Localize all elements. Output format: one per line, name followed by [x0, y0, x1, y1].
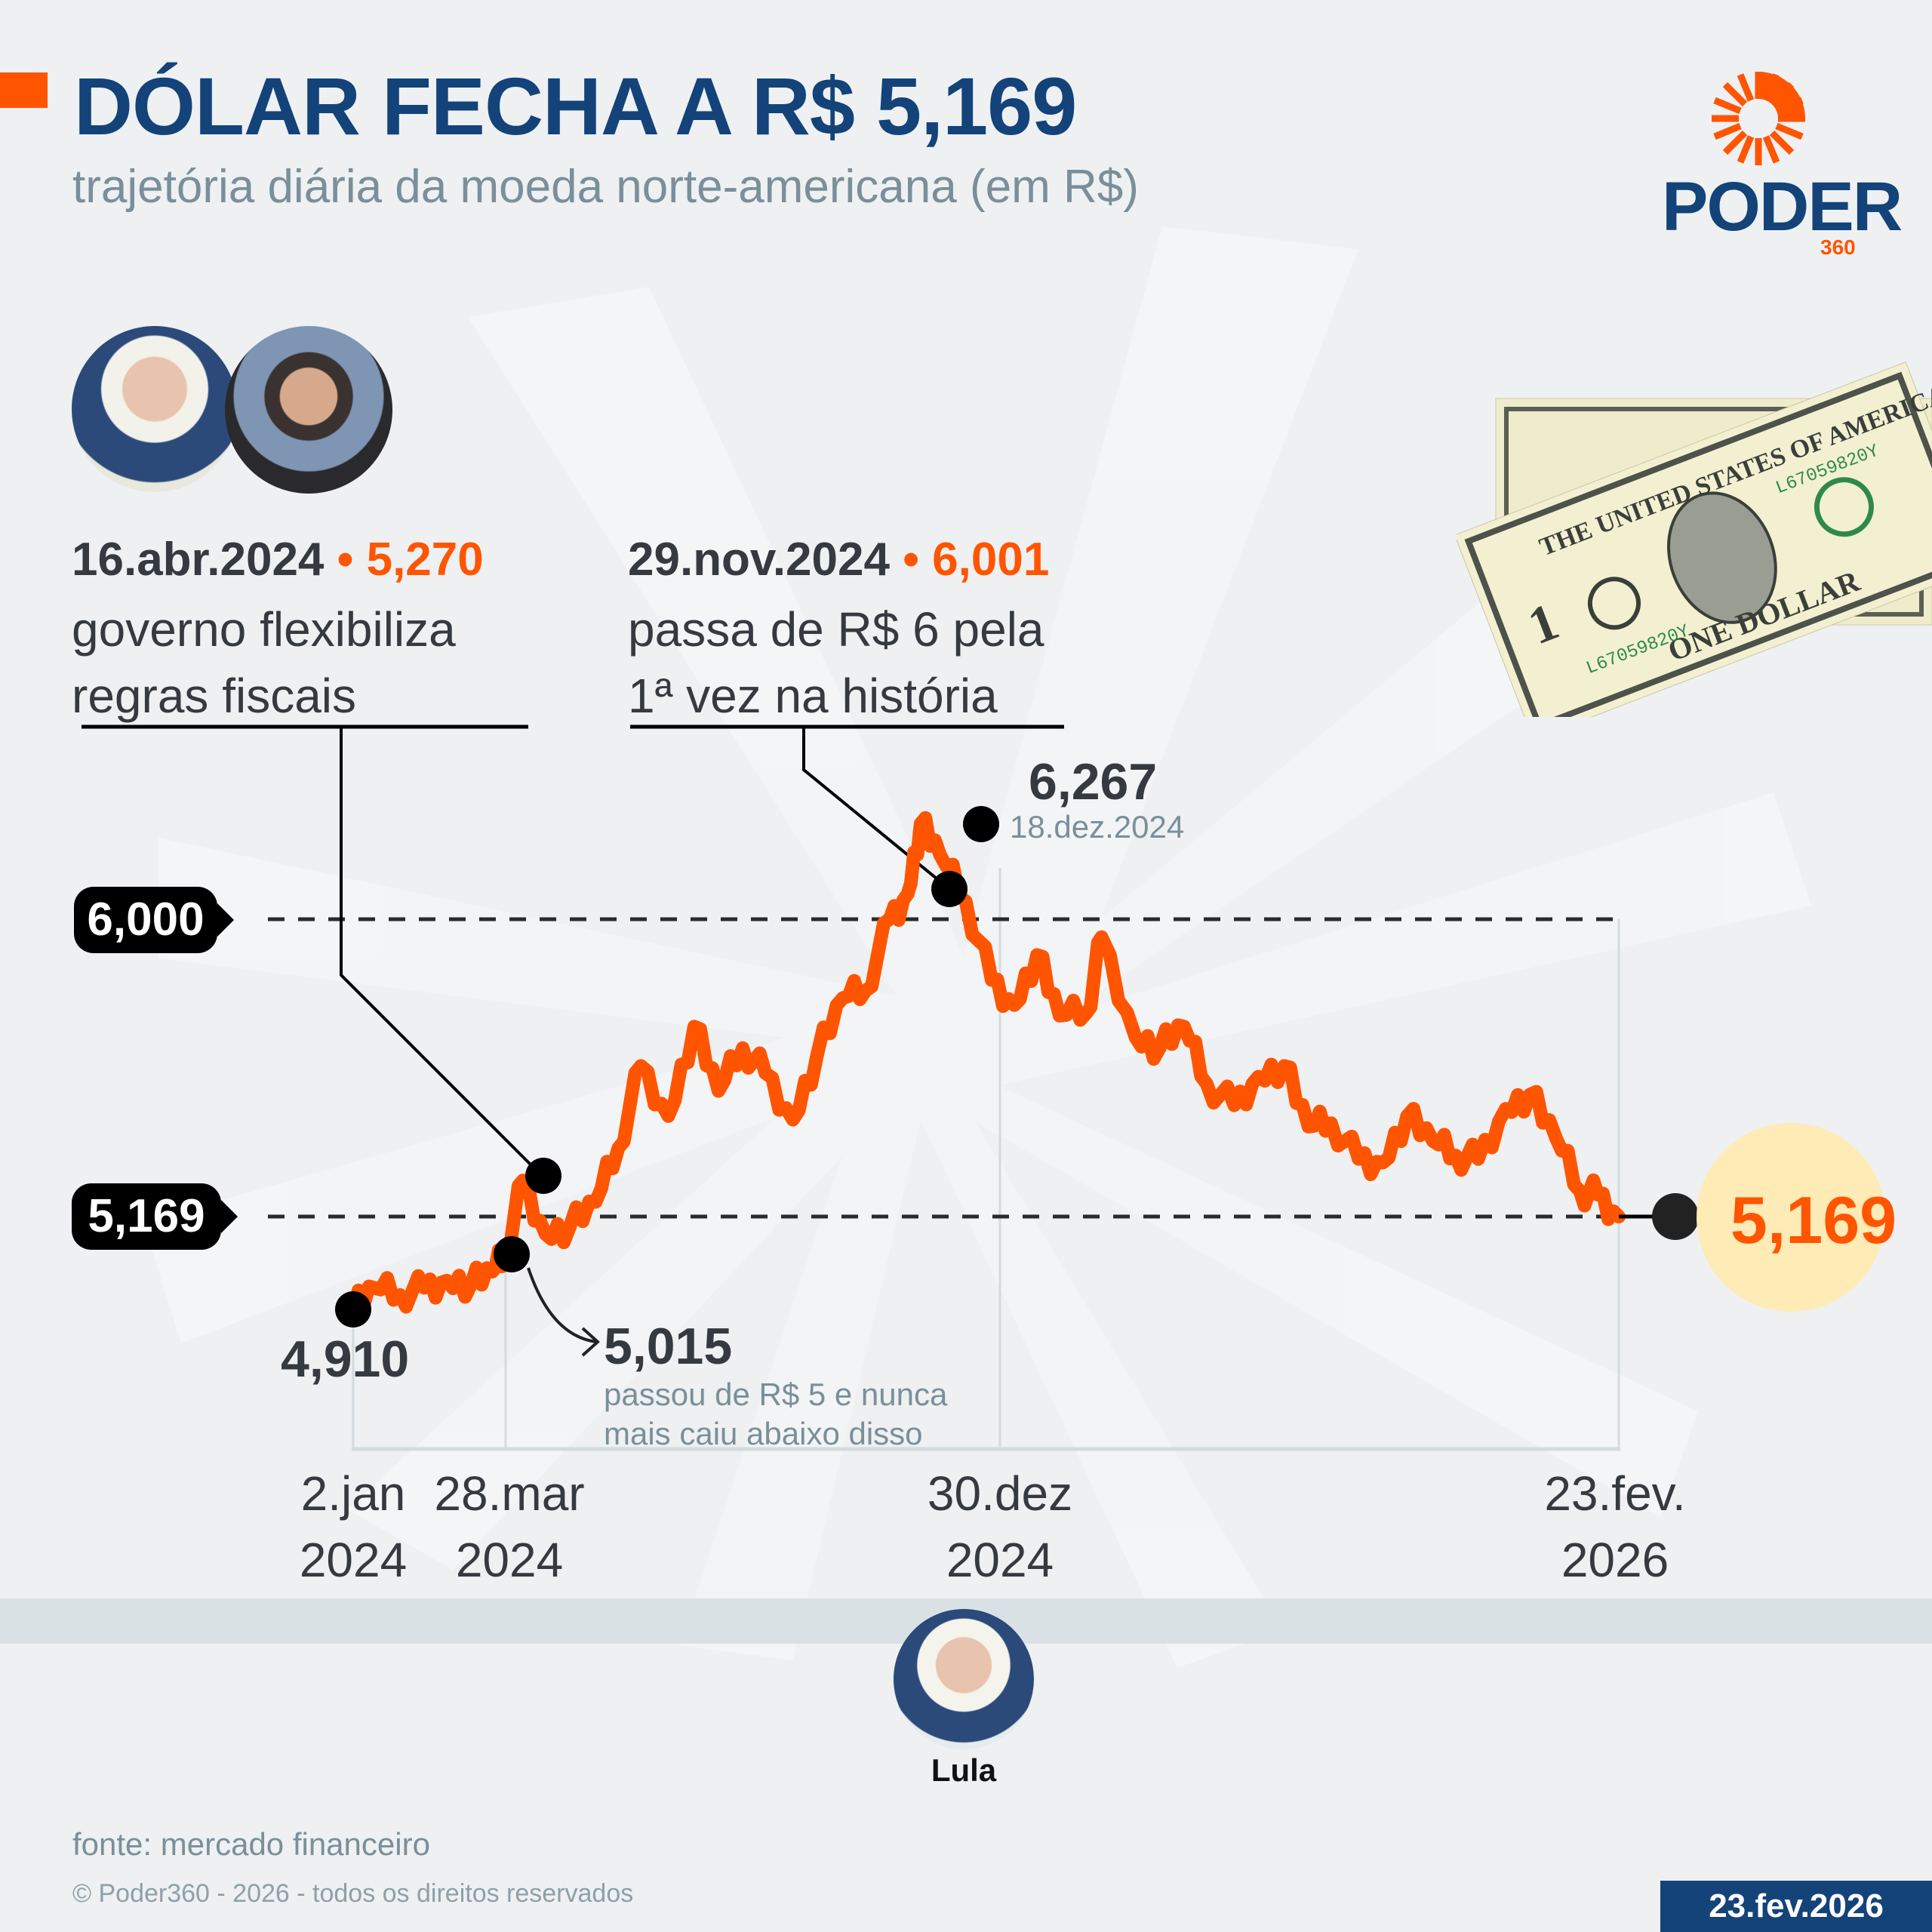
final-value-badge: [1697, 1123, 1885, 1312]
x-label-28mar: 28.mar 2024: [434, 1466, 585, 1587]
x-guides: [352, 868, 1620, 1451]
dot-final: [1652, 1193, 1699, 1240]
x-label-23fev: 23.fev. 2026: [1544, 1466, 1686, 1587]
dot-peak: [963, 806, 999, 842]
label-peak-date: 18.dez.2024: [1010, 809, 1185, 844]
dot-5270: [525, 1158, 561, 1194]
leader-line-annotation-1: [340, 727, 543, 1177]
annotation-2-text-line1: passa de R$ 6 pela: [628, 602, 1044, 657]
annotation-1-text-line1: governo flexibiliza: [72, 602, 456, 657]
leader-line-annotation-2: [802, 727, 951, 891]
annotation-1-text-line2: regras fiscais: [72, 669, 356, 723]
arrow-5015: [527, 1267, 597, 1343]
annotation-1-date: 16.abr.2024 • 5,270: [72, 534, 484, 586]
x-label-30dez: 30.dez 2024: [927, 1466, 1073, 1587]
publish-date: 23.fev.2026: [1660, 1881, 1932, 1932]
dot-5015: [494, 1236, 530, 1272]
avatar-lula: [72, 326, 238, 492]
label-5015-note-line1: passou de R$ 5 e nunca: [604, 1377, 948, 1412]
accent-square: [0, 72, 48, 108]
dot-start: [335, 1291, 371, 1327]
president-name: Lula: [931, 1752, 997, 1788]
highlight-dots: [335, 806, 1699, 1327]
source-note: fonte: mercado financeiro: [72, 1826, 430, 1862]
poder360-sun-icon: [1712, 72, 1805, 165]
x-label-2jan: 2.jan 2024: [299, 1466, 408, 1587]
page-subtitle: trajetória diária da moeda norte-america…: [72, 161, 1139, 213]
annotation-2-date: 29.nov.2024 • 6,001: [628, 534, 1050, 586]
avatar-lula-timeline: [894, 1609, 1034, 1749]
logo-wordmark: PODER: [1662, 168, 1903, 245]
label-5015-note-line2: mais caiu abaixo disso: [604, 1416, 923, 1451]
label-start-value: 4,910: [281, 1331, 410, 1388]
dot-6001: [931, 871, 968, 907]
copyright: © Poder360 - 2026 - todos os direitos re…: [72, 1879, 634, 1908]
tag-6000: 6,000: [74, 887, 234, 953]
dollar-bills-image: THE UNITED STATES OF AMERICA 1 ONE DOLLA…: [1457, 361, 1932, 717]
logo-number: 360: [1820, 235, 1856, 259]
dollar-rate-line: [346, 811, 1626, 1316]
label-peak-value: 6,267: [1029, 753, 1158, 811]
annotation-2-text-line2: 1ª vez na história: [628, 669, 998, 723]
label-5015-value: 5,015: [604, 1318, 733, 1375]
tag-5169: 5,169: [72, 1183, 238, 1250]
final-value: 5,169: [1730, 1183, 1897, 1257]
avatar-haddad: [225, 326, 392, 494]
page-title: DÓLAR FECHA A R$ 5,169: [74, 60, 1077, 152]
